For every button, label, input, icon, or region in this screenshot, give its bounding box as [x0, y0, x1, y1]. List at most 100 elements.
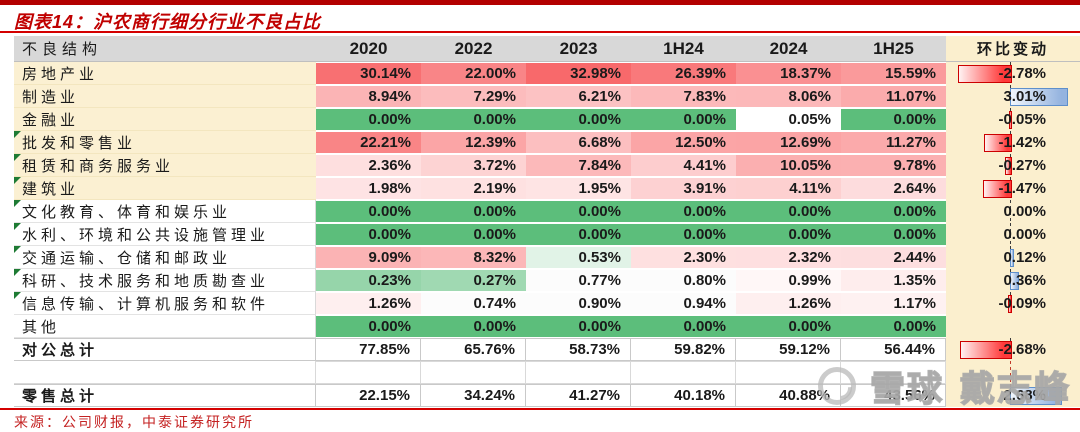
- heatmap-value-cell: 22.21%: [316, 131, 421, 154]
- qoq-change-cell: -2.78%: [946, 62, 1080, 85]
- heatmap-value-cell: 0.00%: [631, 315, 736, 338]
- heatmap-value-cell: 22.00%: [421, 62, 526, 85]
- qoq-change-value: -0.27%: [998, 157, 1046, 174]
- heatmap-value-cell: 0.05%: [736, 108, 841, 131]
- retail-total-label: 零售总计: [14, 384, 316, 407]
- heatmap-value-cell: 30.14%: [316, 62, 421, 85]
- qoq-change-cell: -0.27%: [946, 154, 1080, 177]
- heatmap-value-cell: 7.29%: [421, 85, 526, 108]
- change-bar-negative: [1008, 295, 1012, 313]
- corporate-total-label: 对公总计: [14, 338, 316, 361]
- column-header-qoq-change: 环比变动: [946, 36, 1080, 62]
- qoq-change-cell: -1.42%: [946, 131, 1080, 154]
- heatmap-value-cell: 2.32%: [736, 246, 841, 269]
- corporate-total-value: 59.82%: [631, 338, 736, 361]
- retail-total-value: 43.56%: [841, 384, 946, 407]
- heatmap-value-cell: 0.94%: [631, 292, 736, 315]
- heatmap-value-cell: 2.64%: [841, 177, 946, 200]
- industry-row: 房地产业 30.14% 22.00% 32.98% 26.39% 18.37% 15.59%…: [14, 62, 1080, 85]
- industry-label: 批发和零售业: [14, 131, 316, 154]
- industry-label: 水利、环境和公共设施管理业: [14, 223, 316, 246]
- retail-total-row: 零售总计 22.15% 34.24% 41.27% 40.18% 40.88% 43.56%…: [14, 384, 1080, 407]
- industry-row: 制造业 8.94% 7.29% 6.21% 7.83% 8.06% 11.07% 3.01%: [14, 85, 1080, 108]
- change-bar-negative: [1009, 111, 1012, 129]
- heatmap-value-cell: 2.44%: [841, 246, 946, 269]
- heatmap-value-cell: 4.41%: [631, 154, 736, 177]
- change-bar-positive: [1010, 272, 1019, 290]
- column-header-period: 2024: [736, 36, 841, 62]
- heatmap-value-cell: 10.05%: [736, 154, 841, 177]
- industry-label: 交通运输、仓储和邮政业: [14, 246, 316, 269]
- change-bar-negative: [982, 180, 1012, 198]
- industry-label: 房地产业: [14, 62, 316, 85]
- qoq-change-cell: -1.47%: [946, 177, 1080, 200]
- zero-axis-line: [1010, 200, 1011, 223]
- industry-row: 信息传输、计算机服务和软件 1.26% 0.74% 0.90% 0.94% 1.26% 1.…: [14, 292, 1080, 315]
- qoq-change-value: -1.47%: [998, 180, 1046, 197]
- qoq-change-cell: 2.68%: [946, 384, 1080, 407]
- npl-structure-table: 不良结构 2020 2022 2023 1H24 2024 1H25 环比变动 房地产业 30.1…: [14, 36, 1080, 407]
- industry-label: 科研、技术服务和地质勘查业: [14, 269, 316, 292]
- heatmap-value-cell: 0.00%: [841, 108, 946, 131]
- heatmap-value-cell: 1.26%: [736, 292, 841, 315]
- qoq-change-value: -2.78%: [998, 65, 1046, 82]
- corporate-total-value: 58.73%: [526, 338, 631, 361]
- industry-row: 批发和零售业 22.21% 12.39% 6.68% 12.50% 12.69% 11.27…: [14, 131, 1080, 154]
- retail-total-value: 40.88%: [736, 384, 841, 407]
- corporate-total-value: 77.85%: [316, 338, 421, 361]
- industry-label: 其他: [14, 315, 316, 338]
- spacer-cell: [841, 361, 946, 384]
- change-bar-positive: [1010, 249, 1015, 267]
- heatmap-value-cell: 0.00%: [316, 200, 421, 223]
- heatmap-value-cell: 0.53%: [526, 246, 631, 269]
- heatmap-value-cell: 0.00%: [316, 108, 421, 131]
- change-bar-negative: [958, 65, 1012, 83]
- column-header-period: 2020: [316, 36, 421, 62]
- heatmap-value-cell: 0.23%: [316, 269, 421, 292]
- qoq-change-value: 0.00%: [1003, 203, 1046, 220]
- qoq-change-cell: 0.36%: [946, 269, 1080, 292]
- spacer-cell: [631, 361, 736, 384]
- industry-label: 建筑业: [14, 177, 316, 200]
- heatmap-value-cell: 6.21%: [526, 85, 631, 108]
- heatmap-value-cell: 0.00%: [631, 200, 736, 223]
- spacer-label-cell: [14, 361, 316, 384]
- heatmap-value-cell: 0.00%: [526, 223, 631, 246]
- industry-row: 建筑业 1.98% 2.19% 1.95% 3.91% 4.11% 2.64% -1.47%: [14, 177, 1080, 200]
- heatmap-value-cell: 0.77%: [526, 269, 631, 292]
- industry-row: 科研、技术服务和地质勘查业 0.23% 0.27% 0.77% 0.80% 0.99% 1.…: [14, 269, 1080, 292]
- zero-axis-line: [1010, 223, 1011, 246]
- retail-total-value: 40.18%: [631, 384, 736, 407]
- column-header-period: 1H25: [841, 36, 946, 62]
- column-header-period: 2023: [526, 36, 631, 62]
- heatmap-value-cell: 0.80%: [631, 269, 736, 292]
- heatmap-value-cell: 0.00%: [841, 200, 946, 223]
- column-header-period: 2022: [421, 36, 526, 62]
- change-bar-positive: [1010, 387, 1062, 405]
- column-header-structure: 不良结构: [14, 36, 316, 62]
- qoq-change-cell: 0.00%: [946, 223, 1080, 246]
- heatmap-value-cell: 15.59%: [841, 62, 946, 85]
- change-bar-negative: [1004, 157, 1012, 175]
- heatmap-value-cell: 0.00%: [421, 108, 526, 131]
- heatmap-value-cell: 0.99%: [736, 269, 841, 292]
- industry-label: 文化教育、体育和娱乐业: [14, 200, 316, 223]
- heatmap-value-cell: 0.00%: [316, 315, 421, 338]
- corporate-total-row: 对公总计 77.85% 65.76% 58.73% 59.82% 59.12% 56.44%…: [14, 338, 1080, 361]
- heatmap-value-cell: 0.00%: [526, 108, 631, 131]
- spacer-cell: [526, 361, 631, 384]
- qoq-change-cell: -0.05%: [946, 108, 1080, 131]
- heatmap-value-cell: 0.00%: [421, 315, 526, 338]
- industry-row: 其他 0.00% 0.00% 0.00% 0.00% 0.00% 0.00%: [14, 315, 1080, 338]
- qoq-change-value: -0.09%: [998, 295, 1046, 312]
- heatmap-value-cell: 9.09%: [316, 246, 421, 269]
- table-header-row: 不良结构 2020 2022 2023 1H24 2024 1H25 环比变动: [14, 36, 1080, 62]
- heatmap-value-cell: 0.00%: [526, 200, 631, 223]
- qoq-change-cell: 0.00%: [946, 200, 1080, 223]
- heatmap-value-cell: 1.17%: [841, 292, 946, 315]
- heatmap-value-cell: 8.94%: [316, 85, 421, 108]
- qoq-change-cell: 0.12%: [946, 246, 1080, 269]
- heatmap-value-cell: 0.00%: [631, 108, 736, 131]
- heatmap-value-cell: 0.00%: [736, 315, 841, 338]
- retail-total-value: 34.24%: [421, 384, 526, 407]
